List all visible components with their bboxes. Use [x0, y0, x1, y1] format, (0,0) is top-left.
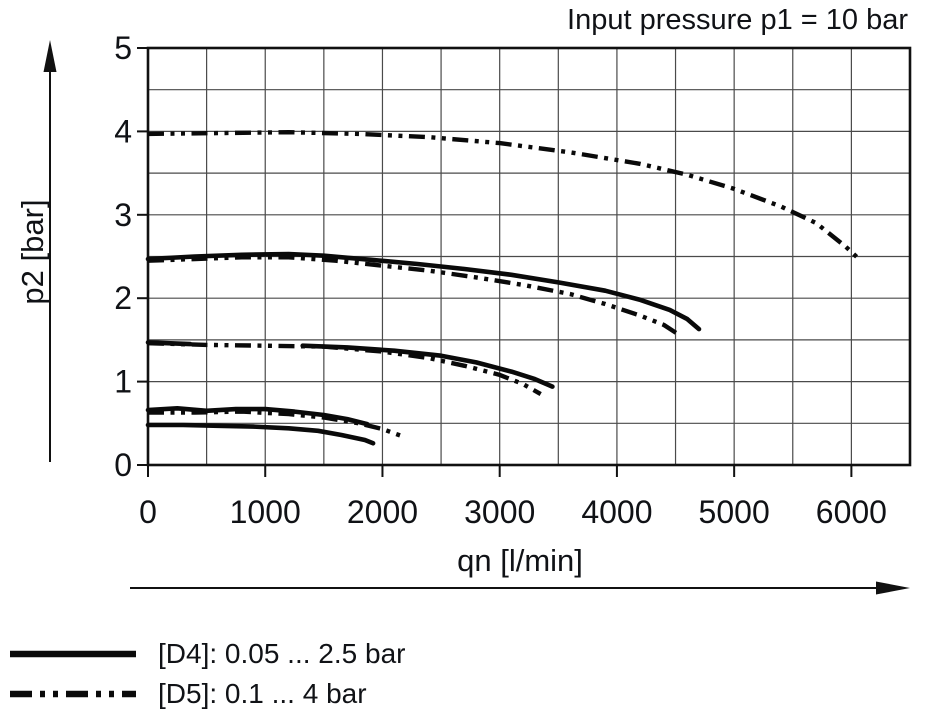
d5-curve-0.6-bar	[148, 409, 402, 438]
y-tick-label: 0	[114, 447, 132, 483]
d4-curve-1.45-bar	[300, 343, 555, 389]
grid-lines	[148, 48, 910, 465]
y-tick-label: 4	[114, 113, 132, 149]
legend-row-d4: [D4]: 0.05 ... 2.5 bar	[8, 634, 608, 674]
data-curves	[145, 130, 863, 446]
d5-dash-dot-dot-line-sample	[10, 690, 136, 698]
y-axis-label: p2 [bar]	[15, 199, 50, 305]
d5-curve-4.0-bar	[147, 130, 863, 263]
plot-border	[146, 46, 912, 467]
x-axis-label: qn [l/min]	[457, 543, 583, 578]
x-tick-label: 1000	[230, 494, 301, 530]
y-tick-label: 5	[114, 30, 132, 66]
legend-row-d5: [D5]: 0.1 ... 4 bar	[8, 674, 608, 714]
x-tick-label: 3000	[464, 494, 535, 530]
legend: [D4]: 0.05 ... 2.5 bar [D5]: 0.1 ... 4 b…	[8, 634, 608, 714]
legend-label-d5: [D5]: 0.1 ... 4 bar	[158, 678, 367, 709]
y-tick-label: 3	[114, 197, 132, 233]
axis-ticks	[137, 47, 853, 477]
y-tick-label: 2	[114, 280, 132, 316]
plot-frame	[146, 46, 912, 467]
x-tick-label: 2000	[347, 494, 418, 530]
chart-title: Input pressure p1 = 10 bar	[567, 4, 908, 36]
axis-tick-labels: 0 1000 2000 3000 4000 5000 6000 0 1 2 3 4 5	[114, 30, 887, 530]
d4-curve-2.5-bar	[145, 251, 702, 332]
x-tick-label: 4000	[581, 494, 652, 530]
x-axis-arrow	[130, 581, 910, 595]
d4-solid-line-sample	[10, 650, 136, 658]
x-tick-label: 0	[139, 494, 157, 530]
x-tick-label: 5000	[699, 494, 770, 530]
d4-curve-0.45-bar	[145, 422, 376, 446]
x-tick-label: 6000	[816, 494, 887, 530]
y-axis-arrow	[43, 40, 57, 462]
legend-label-d4: [D4]: 0.05 ... 2.5 bar	[158, 638, 406, 669]
flow-curve-chart: 0 1000 2000 3000 4000 5000 6000 0 1 2 3 4 5	[43, 30, 912, 595]
d5-curve-1.45-bar	[147, 341, 542, 397]
y-tick-label: 1	[114, 364, 132, 400]
d5-curve-2.45-bar	[147, 255, 680, 336]
d4-curve-0.65-bar	[145, 406, 370, 427]
